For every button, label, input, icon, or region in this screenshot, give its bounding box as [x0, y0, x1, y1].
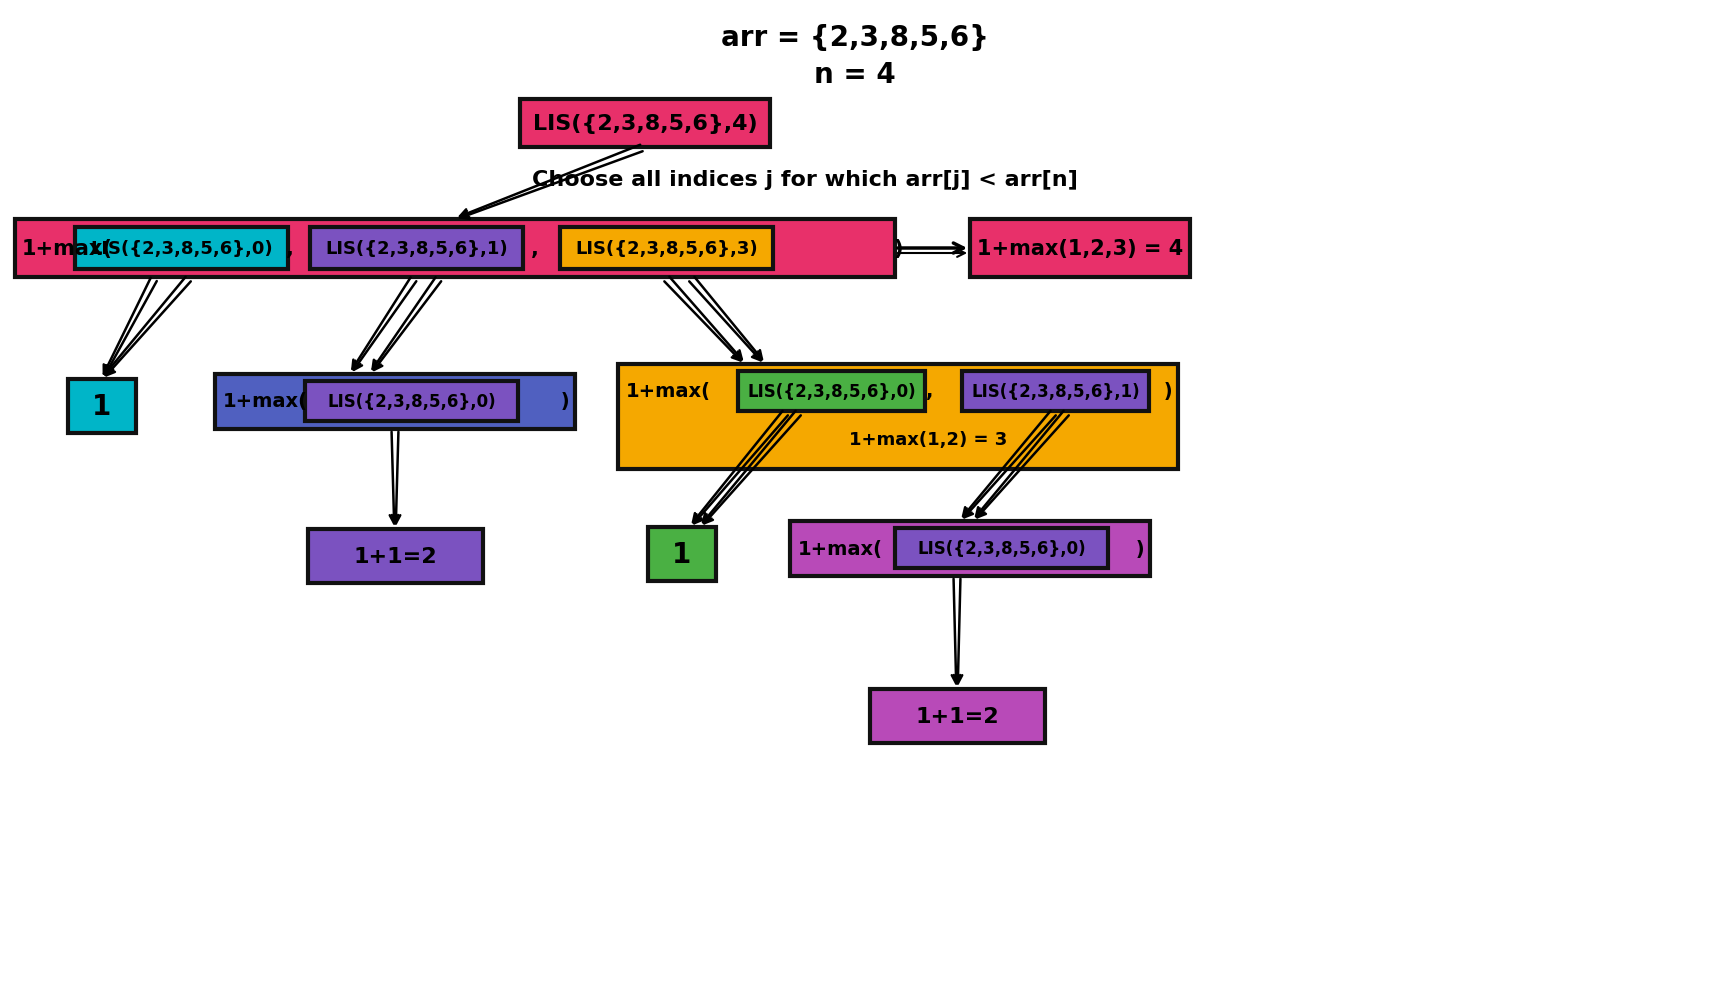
Text: LIS({2,3,8,5,6},1): LIS({2,3,8,5,6},1) — [325, 240, 508, 257]
Bar — [971, 220, 1189, 278]
Text: LIS({2,3,8,5,6},0): LIS({2,3,8,5,6},0) — [747, 383, 916, 400]
Text: ): ) — [1130, 539, 1145, 558]
Bar — [619, 365, 1178, 469]
Bar — [896, 528, 1107, 568]
Text: ,: , — [531, 239, 538, 258]
Bar — [304, 382, 518, 422]
Text: LIS({2,3,8,5,6},0): LIS({2,3,8,5,6},0) — [326, 392, 496, 410]
Text: ,: , — [285, 239, 294, 258]
Text: 1+max(1,2,3) = 4: 1+max(1,2,3) = 4 — [978, 239, 1183, 258]
Bar — [215, 375, 574, 430]
Text: LIS({2,3,8,5,6},1): LIS({2,3,8,5,6},1) — [971, 383, 1140, 400]
Text: 1+1=2: 1+1=2 — [354, 546, 438, 566]
Bar — [309, 228, 523, 270]
Bar — [68, 380, 137, 434]
Text: 1+max(: 1+max( — [625, 383, 711, 401]
Text: ): ) — [554, 392, 571, 411]
Text: n = 4: n = 4 — [813, 61, 896, 89]
Text: LIS({2,3,8,5,6},3): LIS({2,3,8,5,6},3) — [576, 240, 757, 257]
Bar — [520, 100, 771, 148]
Bar — [648, 528, 716, 582]
Bar — [962, 372, 1148, 411]
Text: 1+max(1,2) = 3: 1+max(1,2) = 3 — [849, 431, 1007, 449]
Bar — [790, 522, 1150, 577]
Text: 1: 1 — [92, 392, 111, 421]
Text: Choose all indices j for which arr[j] < arr[n]: Choose all indices j for which arr[j] < … — [531, 170, 1077, 190]
Bar — [870, 689, 1044, 743]
Text: 1+max(: 1+max( — [798, 539, 884, 558]
Text: 1+max(: 1+max( — [222, 392, 308, 411]
Text: 1+max(: 1+max( — [22, 239, 113, 258]
Bar — [75, 228, 289, 270]
Text: LIS({2,3,8,5,6},0): LIS({2,3,8,5,6},0) — [91, 240, 273, 257]
Text: 1+1=2: 1+1=2 — [916, 706, 1000, 727]
Text: 1: 1 — [672, 540, 692, 568]
Bar — [308, 529, 484, 584]
Text: LIS({2,3,8,5,6},0): LIS({2,3,8,5,6},0) — [918, 539, 1085, 557]
Bar — [738, 372, 925, 411]
Text: ): ) — [894, 239, 902, 258]
Bar — [15, 220, 896, 278]
Text: arr = {2,3,8,5,6}: arr = {2,3,8,5,6} — [721, 24, 988, 52]
Text: LIS({2,3,8,5,6},4): LIS({2,3,8,5,6},4) — [533, 114, 757, 134]
Bar — [561, 228, 772, 270]
Text: ): ) — [1157, 383, 1172, 401]
Text: ,: , — [926, 383, 933, 401]
